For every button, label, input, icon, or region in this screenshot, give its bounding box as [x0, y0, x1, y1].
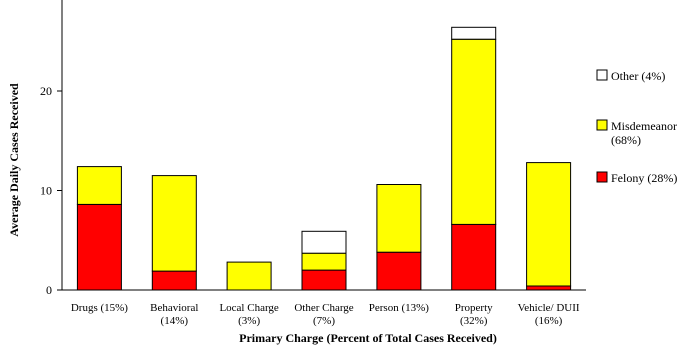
category-label: Local Charge (3%)	[219, 302, 278, 327]
bar-segment	[376, 251, 422, 291]
legend-item: Felony (28%)	[596, 171, 677, 185]
category-label: Other Charge (7%)	[294, 302, 353, 327]
bar-segment	[451, 223, 497, 291]
legend-item: Other (4%)	[596, 69, 665, 83]
x-axis-title: Primary Charge (Percent of Total Cases R…	[239, 331, 497, 345]
legend-swatch	[596, 69, 608, 81]
bar-segment	[151, 270, 197, 291]
y-tick-label: 20	[40, 84, 52, 98]
y-tick-label: 10	[40, 184, 52, 198]
bar-segment	[301, 269, 347, 291]
legend-label: Felony (28%)	[611, 171, 677, 185]
bar-segment	[301, 252, 347, 271]
legend-swatch	[596, 119, 608, 131]
axes: 0 10 20	[40, 0, 586, 297]
legend-item: Misdemeanor (68%)	[596, 119, 677, 147]
bar-segment	[151, 175, 197, 272]
bars	[76, 26, 572, 291]
category-label: Drugs (15%)	[71, 302, 128, 314]
bar-segment	[301, 230, 347, 254]
category-labels: Drugs (15%) Behavioral (14%) Local Charge (3…	[71, 302, 580, 327]
bar-segment	[376, 184, 422, 253]
y-tick-label: 0	[46, 283, 52, 297]
legend-label: Misdemeanor (68%)	[611, 119, 677, 147]
legend: Other (4%) Misdemeanor (68%) Felony (28%)	[596, 69, 677, 185]
bar-segment	[226, 261, 272, 291]
category-label: Vehicle/ DUII (16%)	[518, 302, 580, 327]
legend-swatch	[596, 171, 608, 183]
bar-segment	[451, 38, 497, 225]
legend-label: Other (4%)	[611, 69, 665, 83]
category-label: Person (13%)	[369, 302, 430, 314]
category-label: Behavioral (14%)	[150, 302, 198, 327]
bar-segment	[76, 203, 122, 291]
category-label: Property (32%)	[455, 302, 493, 327]
y-axis-title: Average Daily Cases Received	[7, 83, 21, 237]
bar-segment	[526, 162, 572, 287]
bar-segment	[76, 166, 122, 205]
bar-segment	[451, 26, 497, 40]
bar-segment	[526, 285, 572, 291]
